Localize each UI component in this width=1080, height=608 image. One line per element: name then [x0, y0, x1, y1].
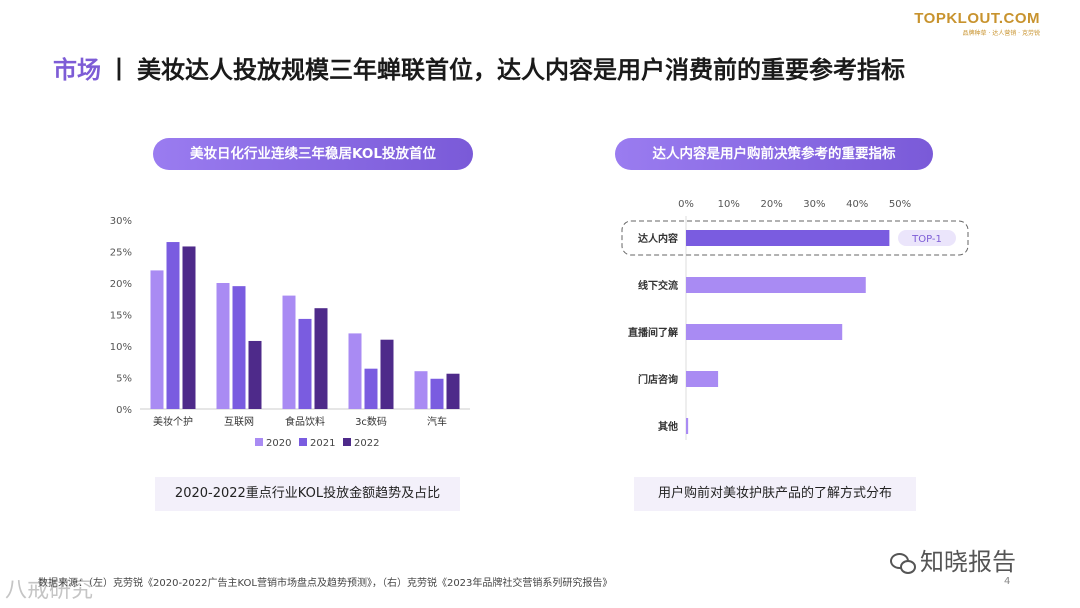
page-title: 市场丨美妆达人投放规模三年蝉联首位，达人内容是用户消费前的重要参考指标	[53, 50, 905, 85]
category-label: 门店咨询	[638, 373, 678, 386]
bar-2022	[248, 340, 262, 409]
title-separator: 丨	[107, 56, 131, 84]
bar-2020	[414, 371, 428, 409]
x-tick-label: 美妆个护	[153, 415, 193, 428]
legend-swatch	[343, 438, 351, 446]
bar	[686, 277, 866, 293]
x-tick-label: 互联网	[224, 416, 254, 428]
bar-2021	[364, 368, 378, 409]
logo-tagline: 品牌种草 · 达人营销 · 克劳锐	[962, 30, 1040, 37]
bar-2022	[446, 373, 460, 409]
highlighted-bar	[686, 230, 890, 246]
left-chart-heading: 美妆日化行业连续三年稳居KOL投放首位	[153, 138, 473, 170]
right-chart-heading: 达人内容是用户购前决策参考的重要指标	[615, 138, 933, 170]
top-badge-label: TOP-1	[911, 234, 942, 245]
x-tick-label: 汽车	[427, 415, 447, 428]
bar-2022	[380, 339, 394, 409]
x-tick-label: 20%	[760, 199, 782, 210]
x-tick-label: 30%	[803, 199, 825, 210]
right-chart-caption: 用户购前对美妆护肤产品的了解方式分布	[634, 477, 916, 511]
bar-2021	[430, 378, 444, 409]
y-tick-label: 5%	[116, 374, 132, 385]
bar-2020	[348, 333, 362, 409]
y-tick-label: 25%	[110, 248, 132, 259]
category-label: 直播间了解	[628, 326, 678, 339]
y-tick-label: 30%	[110, 216, 132, 227]
right-bar-chart: 0% 10% 20% 30% 40% 50% 达人内容 TOP-1 线下交流直播间了解门店咨询其…	[621, 199, 969, 440]
x-tick-label: 50%	[889, 199, 911, 210]
bar-2021	[298, 318, 312, 409]
y-tick-label: 15%	[110, 311, 132, 322]
x-tick-label: 0%	[678, 199, 694, 210]
watermark-right: 知晓报告	[890, 542, 1016, 577]
source-footnote: 数据来源：（左）克劳锐《2020-2022广告主KOL营销市场盘点及趋势预测》，…	[38, 578, 613, 589]
category-label: 其他	[658, 420, 678, 433]
x-tick-label: 40%	[846, 199, 868, 210]
bar	[686, 324, 843, 340]
title-keyword: 市场	[53, 56, 101, 84]
x-tick-label: 食品饮料	[285, 415, 325, 428]
x-tick-label: 3c数码	[355, 415, 387, 428]
y-tick-label: 10%	[110, 342, 132, 353]
legend-label: 2020	[266, 438, 291, 449]
legend-swatch	[299, 438, 307, 446]
y-tick-label: 0%	[116, 405, 132, 416]
legend-label: 2022	[354, 438, 379, 449]
legend-swatch	[255, 438, 263, 446]
bar-2020	[150, 270, 164, 409]
y-tick-label: 20%	[110, 279, 132, 290]
x-tick-label: 10%	[718, 199, 740, 210]
bar-2022	[314, 308, 328, 409]
watermark-left: 八戒研究	[5, 578, 94, 603]
top-badge	[898, 230, 956, 246]
watermark-right-text: 知晓报告	[920, 548, 1016, 576]
bar	[686, 371, 719, 387]
top-highlight-box	[621, 220, 969, 256]
bar-2020	[282, 295, 296, 409]
bar-2021	[232, 286, 246, 409]
wechat-icon	[890, 552, 916, 574]
logo: TOPKLOUT.COM 品牌种草 · 达人营销 · 克劳锐	[914, 10, 1040, 37]
bar-2021	[166, 242, 180, 409]
bar	[686, 418, 689, 434]
left-chart-caption: 2020-2022重点行业KOL投放金额趋势及占比	[155, 477, 460, 511]
title-text: 美妆达人投放规模三年蝉联首位，达人内容是用户消费前的重要参考指标	[137, 56, 905, 84]
legend-label: 2021	[310, 438, 335, 449]
bar-2020	[216, 283, 230, 409]
bar-2022	[182, 246, 196, 409]
category-label: 线下交流	[638, 279, 678, 292]
left-bar-chart: 0% 5% 10% 15% 20% 25% 30% 美妆个护 互联网 食品饮料 3c数码 汽车 2020…	[110, 216, 470, 449]
page-number: 4	[1004, 576, 1011, 587]
category-label: 达人内容	[638, 232, 678, 245]
logo-text: TOPKLOUT.COM	[914, 10, 1040, 27]
